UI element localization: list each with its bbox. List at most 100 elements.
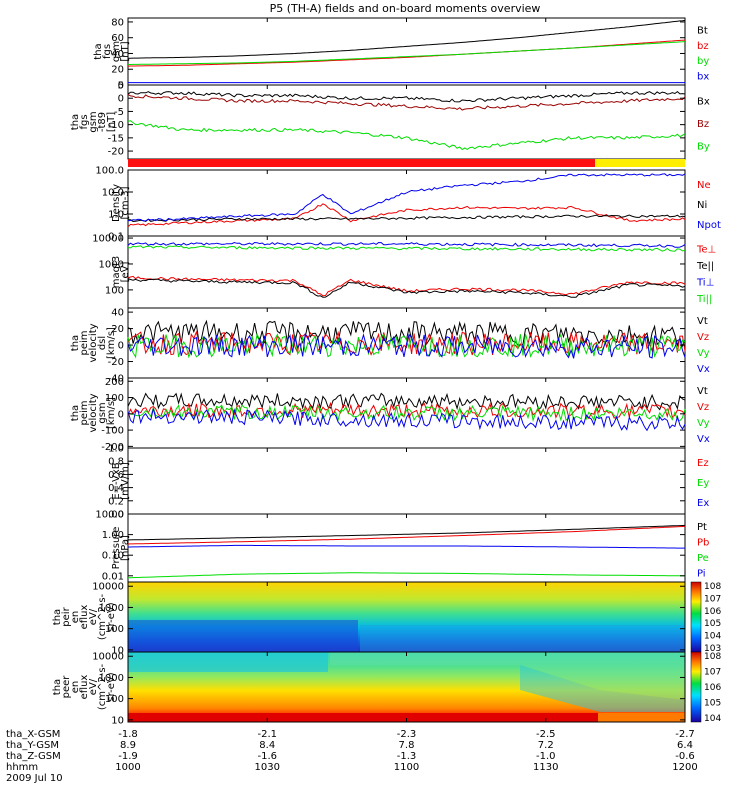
ytick-label-efield: 0.4 [108, 483, 124, 494]
ytick-label-fgs_dev: 0 [118, 94, 124, 105]
series-temperature-Ti⊥ [127, 241, 686, 248]
series-density-Ni [127, 214, 686, 223]
colorbar-tick-peir_spec: 103 [704, 644, 721, 654]
ylabel-peir_spec: en [70, 611, 81, 624]
legend-peim_gsm-Vx: Vx [697, 434, 710, 445]
ylabel-fgs_mag: [nT] [120, 41, 131, 61]
legend-pressure-Pi: Pi [697, 568, 706, 579]
ylabel-peim_gsm: [km/s] [106, 397, 117, 429]
ytick-label-peim_gsm: 200 [105, 377, 124, 388]
ylabel-peim_dsl: dsl [97, 336, 108, 350]
series-fgs_dev-Bz [127, 93, 686, 111]
xaxis-value: -1.3 [397, 751, 417, 762]
ytick-label-peim_gsm: -200 [101, 442, 124, 453]
ylabel-pressure: Pressure [111, 527, 122, 570]
ylabel-temperature: magt3 [111, 256, 122, 289]
ytick-label-peir_spec: 1000 [99, 603, 124, 614]
panel-temperature-frame [127, 235, 686, 309]
ytick-label-fgs_dev: -10 [108, 120, 124, 131]
ytick-label-peim_dsl: -20 [108, 357, 124, 368]
panel-density-frame [127, 169, 686, 237]
ytick-label-fgs_mag: 60 [111, 33, 124, 44]
ytick-label-peer_spec: 100 [105, 694, 124, 705]
xaxis-value: 1130 [533, 762, 558, 773]
ytick-label-peim_dsl: 20 [111, 324, 124, 335]
xaxis-value: -2.1 [257, 729, 277, 740]
xaxis-value: 8.9 [120, 740, 136, 751]
series-pressure-Pi [128, 544, 685, 549]
peir-colorbar [690, 581, 702, 653]
legend-density-Ne: Ne [697, 180, 711, 191]
ylabel-fgs_mag: gsm [111, 41, 122, 62]
legend-peim_gsm-Vz: Vz [697, 402, 709, 413]
ylabel-fgs_dev: -t89 [97, 112, 108, 132]
colorbar-tick-peir_spec: 106 [704, 607, 721, 617]
legend-pressure-Pt: Pt [697, 522, 707, 533]
legend-pressure-Pe: Pe [697, 553, 709, 564]
legend-fgs_dev-Bx: Bx [697, 96, 710, 107]
ylabel-peir_spec: sr-eV) [106, 602, 117, 631]
legend-peim_dsl-Vy: Vy [697, 348, 710, 359]
ytick-label-peir_spec: 10 [111, 645, 124, 656]
ytick-label-density: 1.0 [108, 210, 124, 221]
ylabel-peer_spec: peer [61, 675, 72, 699]
series-fgs_mag-Bt [128, 19, 686, 59]
ylabel-peer_spec: tha [52, 679, 63, 695]
ylabel-peer_spec: en [70, 681, 81, 694]
ytick-label-temperature: 10000 [92, 234, 124, 245]
ylabel-efield: E=-VxB [111, 462, 122, 499]
ylabel-peir_spec: eV/ [88, 608, 99, 625]
ticks-layer: 020406080-20-15-10-5050.11.010.0100.0100… [92, 17, 721, 726]
legend-temperature-Ti||: Ti|| [696, 294, 712, 305]
series-pressure-Pt [128, 524, 686, 541]
xaxis-value: 8.4 [259, 740, 275, 751]
xaxis-value: -2.7 [675, 729, 695, 740]
ytick-label-peir_spec: 100 [105, 624, 124, 635]
ytick-label-peer_spec: 1000 [99, 673, 124, 684]
xaxis-layer: tha_X-GSM -1.8 -2.1 -2.3 -2.5 -2.7 tha_Y-GSM 8.… [6, 729, 698, 784]
ylabel-fgs_dev: gsm [88, 111, 99, 132]
xaxis-value: 1000 [115, 762, 140, 773]
xaxis-value: 7.8 [399, 740, 415, 751]
colorbar-tick-peir_spec: 105 [704, 619, 721, 629]
legend-temperature-Ti⊥: Ti⊥ [696, 277, 714, 288]
series-temperature-Ti|| [127, 245, 686, 252]
xaxis-row-label: tha_Z-GSM [6, 751, 61, 762]
ylabel-peer_spec: (cm^2-s- [97, 663, 108, 710]
colorbar-tick-peer_spec: 107 [704, 668, 721, 678]
xaxis-value: -0.6 [675, 751, 695, 762]
ylabel-layer: thafgsgsm[nT]thafgsgsm-t89[nT]Density[cm… [52, 41, 131, 710]
ytick-label-peer_spec: 10000 [92, 652, 124, 663]
legend-density-Npot: Npot [697, 220, 721, 231]
xaxis-value: 1030 [255, 762, 280, 773]
series-peim_dsl-Vx [127, 333, 686, 359]
ytick-label-peir_spec: 10000 [92, 582, 124, 593]
peer-spectrogram [128, 652, 685, 722]
ylabel-peim_dsl: tha [70, 335, 81, 351]
legend-peim_dsl-Vt: Vt [697, 316, 708, 327]
ylabel-fgs_dev: [nT] [106, 112, 117, 132]
xaxis-value: 1200 [672, 762, 697, 773]
ytick-label-fgs_mag: 80 [111, 17, 124, 28]
xaxis-row-label: tha_X-GSM [6, 729, 60, 740]
ylabel-fgs_dev: tha [70, 114, 81, 130]
xaxis-value: 1100 [394, 762, 419, 773]
xaxis-value: -2.3 [397, 729, 417, 740]
ytick-label-fgs_dev: -15 [108, 133, 124, 144]
colorbar-tick-peir_spec: 108 [704, 582, 721, 592]
ytick-label-peim_dsl: 0 [118, 341, 124, 352]
xaxis-value: -2.5 [536, 729, 556, 740]
ylabel-peir_spec: (cm^2-s- [97, 593, 108, 640]
legend-fgs_dev-Bz: Bz [697, 119, 709, 130]
colorbar-tick-peir_spec: 107 [704, 594, 721, 604]
xaxis-date: 2009 Jul 10 [6, 773, 63, 784]
legend-layer: Bt bz by bx Bx Bz By Ne Ni Npot Te⊥ Te|| Ti⊥ Ti|| Vt Vz… [696, 26, 721, 580]
ytick-label-pressure: 0.01 [102, 571, 124, 582]
series-temperature-Te|| [127, 278, 686, 298]
ylabel-peir_spec: eflux [79, 605, 90, 630]
legend-peim_gsm-Vt: Vt [697, 386, 708, 397]
legend-temperature-Te⊥: Te⊥ [696, 244, 716, 255]
ylabel-temperature: [eV] [120, 262, 131, 283]
colorbar-tick-peer_spec: 105 [704, 699, 721, 709]
panel-fgs-dev-frame [127, 84, 686, 160]
